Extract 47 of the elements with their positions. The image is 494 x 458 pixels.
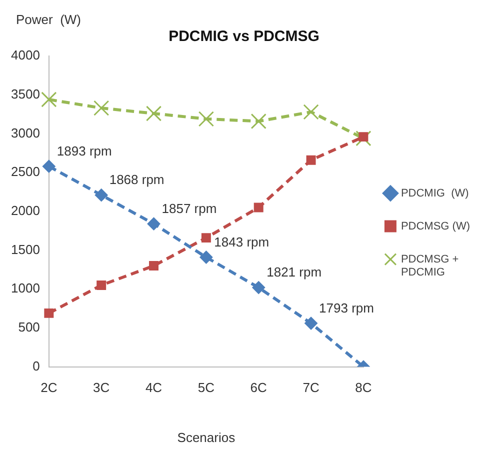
point <box>250 113 266 130</box>
point <box>303 104 319 120</box>
point <box>254 202 264 212</box>
point <box>44 308 54 318</box>
point <box>252 281 266 294</box>
x-tick-label: 5C <box>198 380 214 396</box>
chart-title: PDCMIG vs PDCMSG <box>168 28 320 46</box>
x-tick-label: 7C <box>302 380 320 396</box>
x-tick-label: 6C <box>250 380 267 396</box>
point <box>41 92 57 108</box>
annotation: 1868 rpm <box>109 172 164 188</box>
point <box>94 100 110 116</box>
point <box>198 111 214 127</box>
annotation: 1821 rpm <box>266 264 322 280</box>
point <box>96 280 106 290</box>
point <box>201 233 211 243</box>
y-tick-label: 3000 <box>11 125 40 140</box>
y-tick-label: 1000 <box>11 280 40 296</box>
legend-label: PDCMSG (W) <box>400 220 470 232</box>
y-tick-label: 1500 <box>11 242 40 257</box>
y-tick-label: 2500 <box>11 164 40 180</box>
point <box>200 250 213 264</box>
annotation: 1893 rpm <box>56 143 112 158</box>
y-tick-label: 4000 <box>11 48 40 63</box>
y-tick-label: 3500 <box>11 86 40 102</box>
point <box>358 132 368 142</box>
point <box>94 188 108 202</box>
point <box>304 316 318 330</box>
legend-label: PDCMSG + PDCMIG <box>400 253 459 279</box>
point <box>306 155 316 165</box>
legend-label: PDCMIG (W) <box>400 187 469 200</box>
point <box>146 106 162 122</box>
x-tick-label: 3C <box>93 380 110 396</box>
y-tick-label: 2000 <box>11 202 40 218</box>
annotation: 1843 rpm <box>214 234 270 250</box>
annotation: 1857 rpm <box>162 200 217 216</box>
point <box>149 261 159 271</box>
y-tick-label: 500 <box>18 320 40 335</box>
x-tick-label: 8C <box>355 380 372 396</box>
y-tick-label: 0 <box>32 358 40 374</box>
annotation: 1793 rpm <box>319 300 374 316</box>
x-tick-label: 2C <box>40 380 58 396</box>
point <box>42 160 56 173</box>
point <box>147 217 160 230</box>
x-tick-label: 4C <box>145 380 162 396</box>
x-axis-title: Scenarios <box>177 430 236 445</box>
y-axis-title: Power (W) <box>16 12 81 28</box>
